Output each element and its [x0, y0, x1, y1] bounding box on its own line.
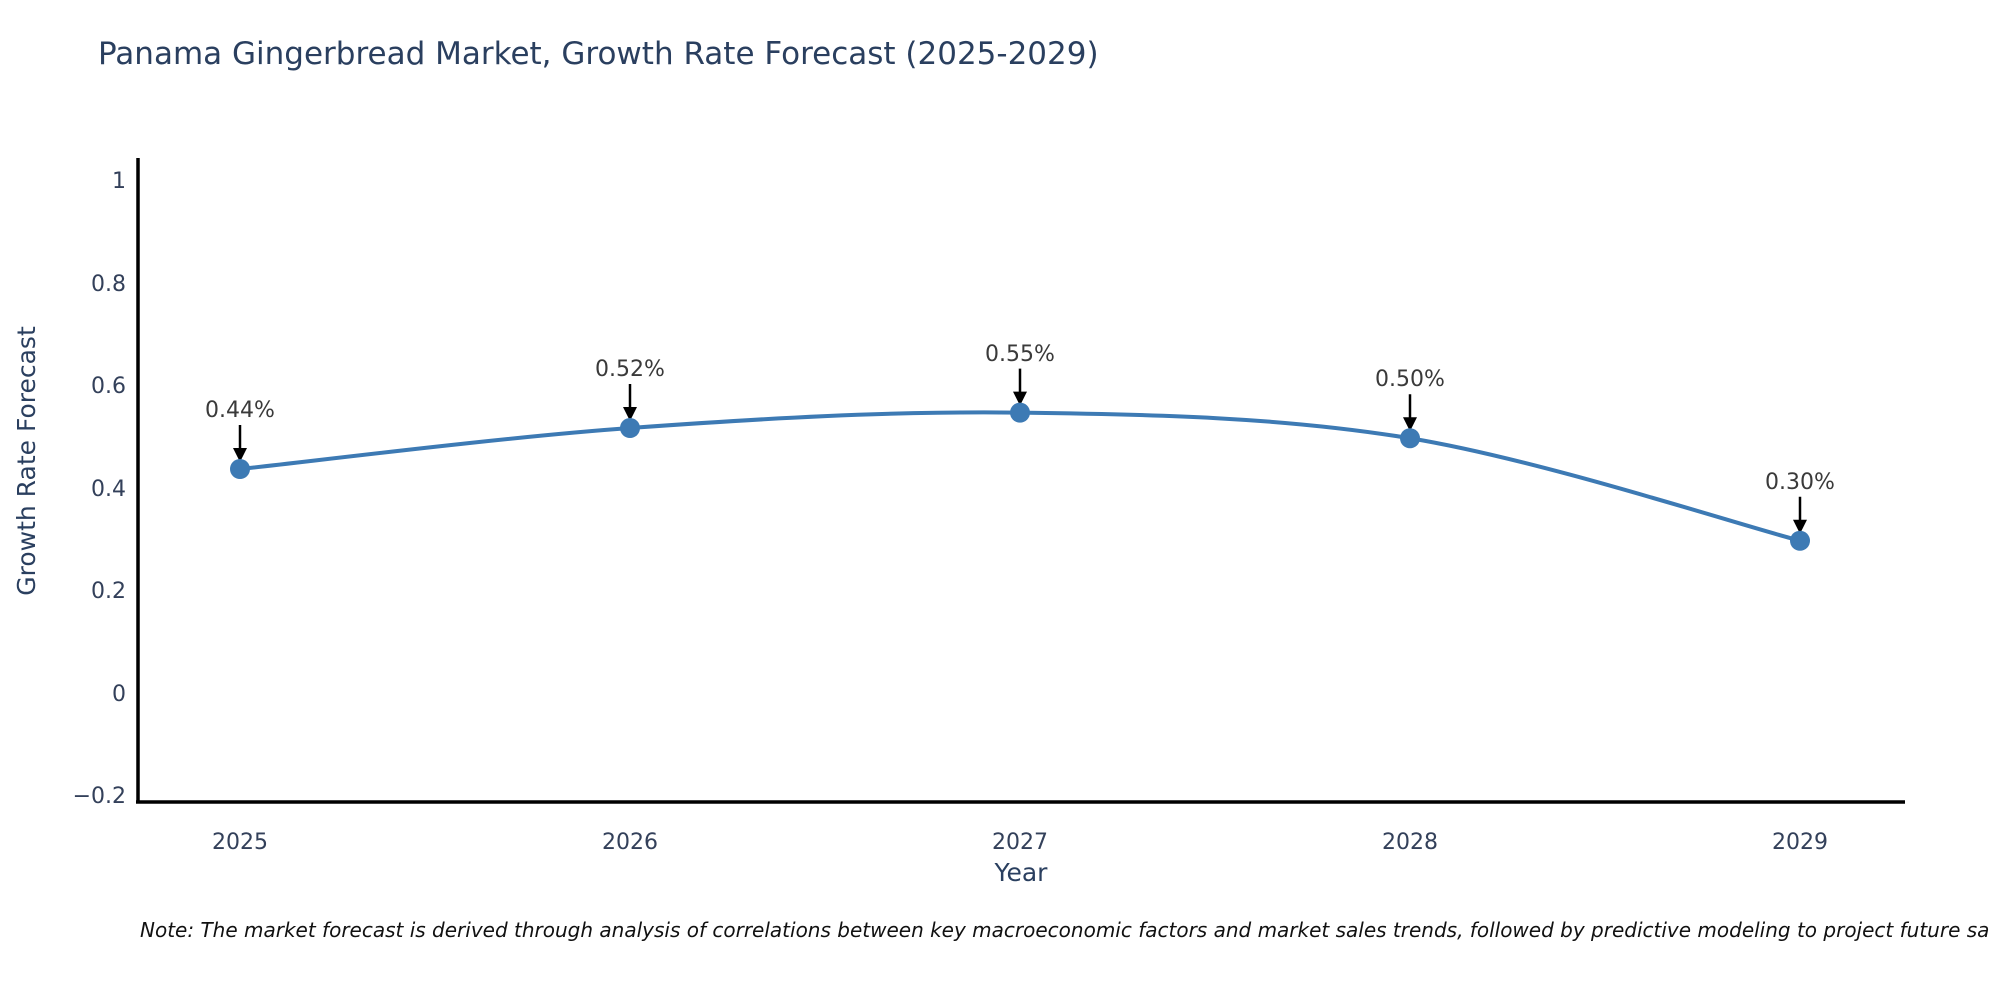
annotation-arrowhead-icon	[1013, 391, 1027, 406]
data-point-marker	[620, 418, 640, 438]
annotation-arrowhead-icon	[233, 448, 247, 462]
y-axis-label: Growth Rate Forecast	[12, 326, 41, 596]
x-tick-label: 2027	[992, 830, 1048, 855]
x-axis-label: Year	[994, 858, 1048, 887]
data-point-marker	[1010, 402, 1030, 423]
footnote: Note: The market forecast is derived thr…	[140, 918, 1990, 942]
annotation-arrowhead-icon	[1793, 519, 1807, 534]
point-annotation-label: 0.44%	[205, 398, 275, 423]
y-tick-label: 0.2	[91, 579, 126, 604]
y-tick-label: 0	[112, 681, 126, 707]
point-annotation-label: 0.55%	[985, 341, 1055, 367]
data-point-marker	[1790, 530, 1810, 551]
y-tick-label: 1	[112, 169, 126, 194]
x-tick-label: 2029	[1772, 830, 1828, 855]
point-annotation-label: 0.30%	[1765, 469, 1835, 495]
annotation-arrowhead-icon	[1403, 417, 1417, 432]
data-point-marker	[1400, 428, 1420, 449]
y-tick-label: 0.8	[91, 271, 126, 297]
x-tick-label: 2025	[212, 830, 268, 855]
annotation-arrowhead-icon	[623, 407, 637, 421]
series-line	[238, 410, 1802, 543]
x-tick-label: 2028	[1382, 830, 1438, 855]
y-tick-label: 0.4	[91, 476, 126, 502]
x-tick-label: 2026	[602, 830, 658, 855]
data-point-marker	[230, 459, 250, 479]
point-annotation-label: 0.50%	[1375, 367, 1445, 393]
y-tick-label: 0.6	[91, 374, 126, 399]
y-tick-label: −0.2	[72, 784, 126, 809]
point-annotation-label: 0.52%	[595, 357, 665, 382]
chart-title: Panama Gingerbread Market, Growth Rate F…	[98, 36, 1099, 72]
